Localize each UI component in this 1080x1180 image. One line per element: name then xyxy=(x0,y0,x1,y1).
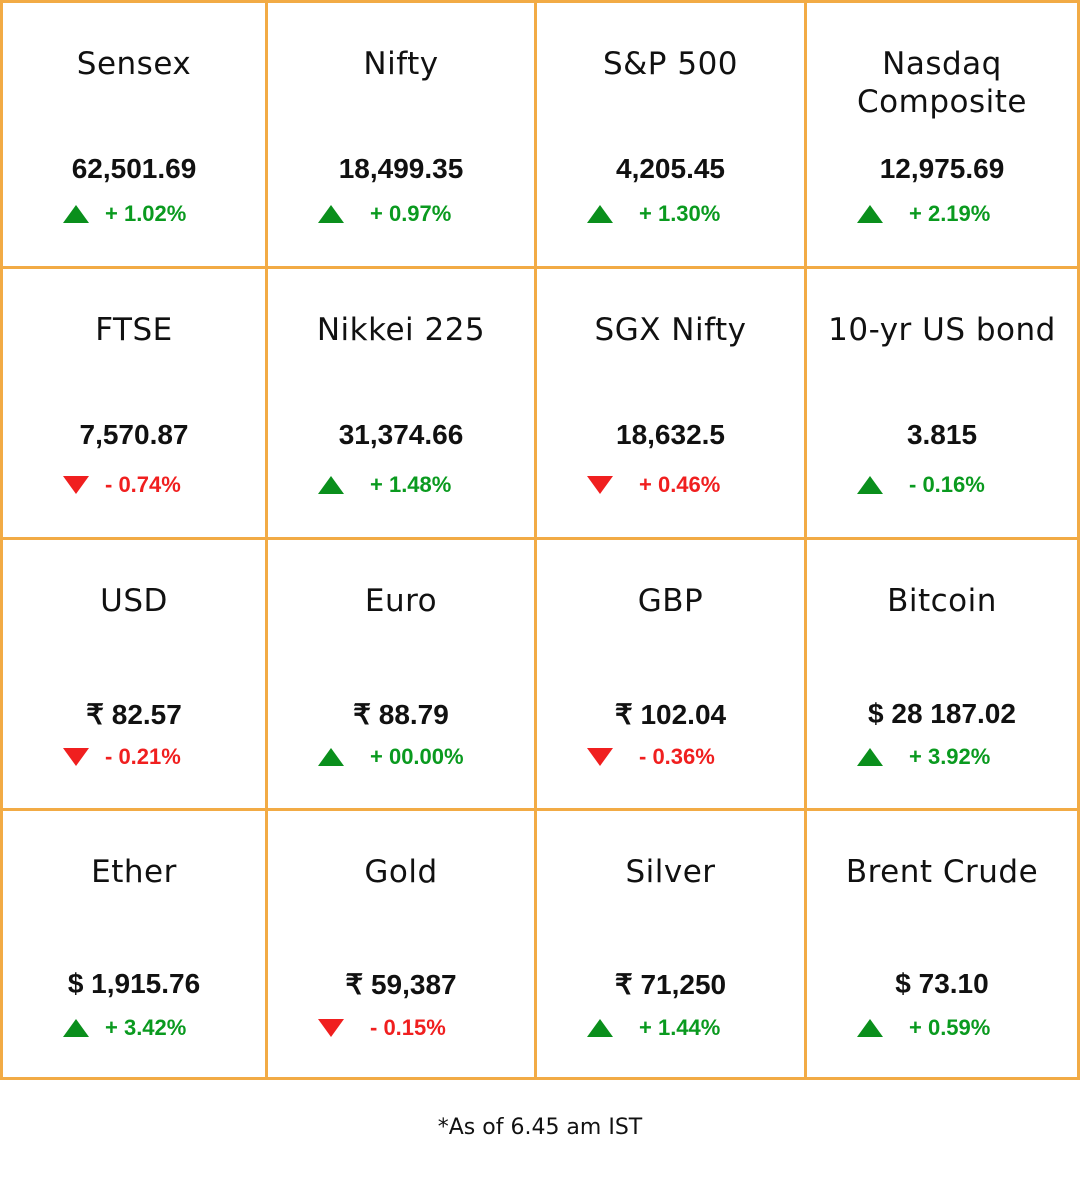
instrument-value: 18,499.35 xyxy=(338,153,464,184)
percent-change: - 0.21% xyxy=(105,744,181,769)
triangle-down-icon xyxy=(318,1019,344,1037)
instrument-name: Nasdaq Composite xyxy=(857,46,1027,120)
triangle-up-icon xyxy=(857,205,883,223)
instrument-value: ₹ 102.04 xyxy=(614,699,727,730)
instrument-name: 10-yr US bond xyxy=(828,312,1056,348)
instrument-value: 3.815 xyxy=(906,419,978,450)
change-row: + 0.46% xyxy=(587,472,720,498)
percent-change: - 0.15% xyxy=(370,1015,446,1040)
change-row: + 1.44% xyxy=(587,1015,720,1041)
market-grid: Sensex 62,501.69 + 1.02% Nifty 18,499.35 + 0.… xyxy=(0,0,1080,1080)
triangle-down-icon xyxy=(63,748,89,766)
percent-change: + 0.46% xyxy=(639,472,721,497)
market-cell: Gold ₹ 59,387 - 0.15% xyxy=(268,811,537,1077)
instrument-name: Nifty xyxy=(363,46,439,82)
percent-change: + 1.48% xyxy=(370,472,452,497)
instrument-name: USD xyxy=(100,583,168,619)
change-row: - 0.16% xyxy=(857,472,985,498)
market-cell: Nikkei 225 31,374.66 + 1.48% xyxy=(268,269,537,540)
market-cell: SGX Nifty 18,632.5 + 0.46% xyxy=(537,269,807,540)
market-cell: Brent Crude $ 73.10 + 0.59% xyxy=(807,811,1077,1077)
percent-change: + 1.30% xyxy=(639,201,721,226)
percent-change: - 0.74% xyxy=(105,472,181,497)
change-row: + 0.59% xyxy=(857,1015,990,1041)
instrument-name: FTSE xyxy=(95,312,173,348)
change-row: + 1.02% xyxy=(63,201,186,227)
timestamp-footnote: *As of 6.45 am IST xyxy=(437,1115,643,1140)
instrument-name: Silver xyxy=(625,854,716,890)
change-row: + 0.97% xyxy=(318,201,451,227)
market-cell: Nifty 18,499.35 + 0.97% xyxy=(268,3,537,269)
triangle-up-icon xyxy=(857,476,883,494)
percent-change: + 1.02% xyxy=(105,201,187,226)
instrument-value: ₹ 82.57 xyxy=(86,699,182,730)
market-cell: Ether $ 1,915.76 + 3.42% xyxy=(3,811,268,1077)
triangle-down-icon xyxy=(63,476,89,494)
market-cell: Euro ₹ 88.79 + 00.00% xyxy=(268,540,537,811)
instrument-name: S&P 500 xyxy=(602,46,739,82)
instrument-value: ₹ 71,250 xyxy=(614,969,727,1000)
triangle-up-icon xyxy=(63,1019,89,1037)
change-row: + 3.42% xyxy=(63,1015,186,1041)
instrument-value: $ 28 187.02 xyxy=(868,698,1016,729)
instrument-name: Nikkei 225 xyxy=(316,312,486,348)
market-cell: USD ₹ 82.57 - 0.21% xyxy=(3,540,268,811)
triangle-up-icon xyxy=(318,476,344,494)
triangle-up-icon xyxy=(587,1019,613,1037)
instrument-value: ₹ 59,387 xyxy=(345,969,457,1000)
market-cell: GBP ₹ 102.04 - 0.36% xyxy=(537,540,807,811)
percent-change: + 2.19% xyxy=(909,201,991,226)
instrument-value: $ 1,915.76 xyxy=(67,968,201,999)
change-row: + 1.48% xyxy=(318,472,451,498)
percent-change: + 0.97% xyxy=(370,201,452,226)
percent-change: + 3.92% xyxy=(909,744,991,769)
instrument-name: Ether xyxy=(91,854,177,890)
market-cell: Bitcoin $ 28 187.02 + 3.92% xyxy=(807,540,1077,811)
instrument-value: 62,501.69 xyxy=(71,153,197,184)
instrument-value: 18,632.5 xyxy=(616,419,725,450)
instrument-name: Euro xyxy=(364,583,438,619)
percent-change: + 0.59% xyxy=(909,1015,991,1040)
change-row: + 00.00% xyxy=(318,744,464,770)
instrument-name: Bitcoin xyxy=(887,583,997,619)
percent-change: - 0.16% xyxy=(909,472,985,497)
percent-change: - 0.36% xyxy=(639,744,715,769)
change-row: - 0.36% xyxy=(587,744,715,770)
triangle-down-icon xyxy=(587,476,613,494)
market-cell: Nasdaq Composite 12,975.69 + 2.19% xyxy=(807,3,1077,269)
change-row: - 0.15% xyxy=(318,1015,446,1041)
instrument-value: 7,570.87 xyxy=(79,419,189,450)
instrument-value: $ 73.10 xyxy=(895,968,989,999)
instrument-value: 4,205.45 xyxy=(616,153,725,184)
change-row: + 3.92% xyxy=(857,744,990,770)
market-cell: Silver ₹ 71,250 + 1.44% xyxy=(537,811,807,1077)
market-cell: FTSE 7,570.87 - 0.74% xyxy=(3,269,268,540)
instrument-name: Gold xyxy=(364,854,438,890)
triangle-up-icon xyxy=(857,1019,883,1037)
market-cell: S&P 500 4,205.45 + 1.30% xyxy=(537,3,807,269)
percent-change: + 1.44% xyxy=(639,1015,721,1040)
change-row: - 0.21% xyxy=(63,744,181,770)
instrument-value: ₹ 88.79 xyxy=(353,699,449,730)
instrument-value: 31,374.66 xyxy=(338,419,464,450)
instrument-name: Sensex xyxy=(76,46,192,82)
market-cell: 10-yr US bond 3.815 - 0.16% xyxy=(807,269,1077,540)
change-row: + 1.30% xyxy=(587,201,720,227)
instrument-name: GBP xyxy=(637,583,704,619)
change-row: + 2.19% xyxy=(857,201,990,227)
percent-change: + 3.42% xyxy=(105,1015,187,1040)
instrument-value: 12,975.69 xyxy=(879,153,1005,184)
triangle-up-icon xyxy=(318,748,344,766)
change-row: - 0.74% xyxy=(63,472,181,498)
triangle-up-icon xyxy=(318,205,344,223)
market-cell: Sensex 62,501.69 + 1.02% xyxy=(3,3,268,269)
triangle-down-icon xyxy=(587,748,613,766)
triangle-up-icon xyxy=(587,205,613,223)
percent-change: + 00.00% xyxy=(370,744,464,769)
instrument-name: SGX Nifty xyxy=(594,312,747,348)
triangle-up-icon xyxy=(857,748,883,766)
triangle-up-icon xyxy=(63,205,89,223)
instrument-name: Brent Crude xyxy=(845,854,1039,890)
